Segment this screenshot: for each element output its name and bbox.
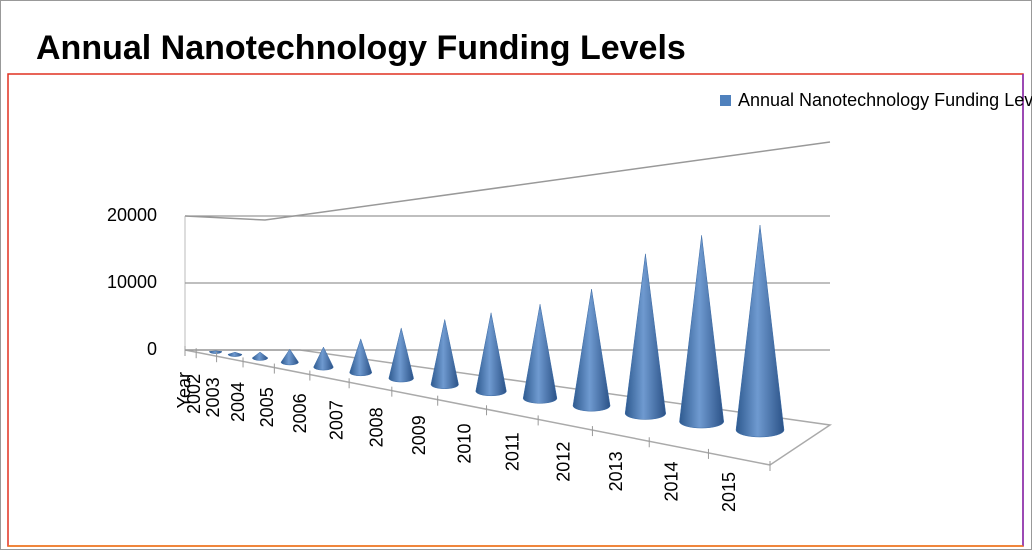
x-tick-label: 2005 bbox=[257, 387, 277, 427]
cone bbox=[679, 235, 724, 429]
x-tick-label: 2011 bbox=[503, 432, 523, 471]
y-tick-label: 20000 bbox=[107, 205, 157, 225]
x-tick-label: Year bbox=[174, 372, 194, 408]
cone bbox=[388, 327, 414, 383]
chart-title: Annual Nanotechnology Funding Levels bbox=[36, 29, 686, 67]
cone bbox=[624, 253, 666, 420]
cone bbox=[475, 312, 507, 397]
x-tick-label: 2003 bbox=[203, 377, 223, 417]
cone bbox=[252, 351, 269, 361]
x-tick-label: 2015 bbox=[719, 472, 739, 512]
x-tick-label: 2008 bbox=[366, 407, 386, 447]
cone bbox=[735, 225, 785, 438]
x-tick-label: 2012 bbox=[553, 442, 573, 482]
x-tick-label: 2004 bbox=[228, 382, 248, 422]
y-tick-label: 10000 bbox=[107, 272, 157, 292]
x-tick-label: 2009 bbox=[409, 415, 429, 455]
cone bbox=[208, 350, 223, 354]
x-tick-label: 2014 bbox=[661, 461, 681, 501]
legend-swatch bbox=[720, 95, 731, 106]
cone bbox=[349, 338, 373, 377]
cone bbox=[522, 304, 558, 404]
x-tick-label: 2006 bbox=[290, 393, 310, 433]
x-tick-label: 2013 bbox=[606, 451, 626, 491]
x-tick-label: 2002 bbox=[184, 374, 204, 414]
back-wall bbox=[184, 141, 831, 221]
cone bbox=[227, 351, 243, 357]
x-tick-label: 2007 bbox=[327, 400, 347, 440]
cone bbox=[430, 319, 459, 389]
cone bbox=[572, 289, 611, 412]
y-tick-label: 0 bbox=[147, 339, 157, 359]
x-tick-label: 2010 bbox=[455, 424, 475, 464]
cone bbox=[313, 346, 334, 371]
legend-label: Annual Nanotechnology Funding Levels bbox=[738, 90, 1032, 110]
cone bbox=[280, 348, 299, 366]
